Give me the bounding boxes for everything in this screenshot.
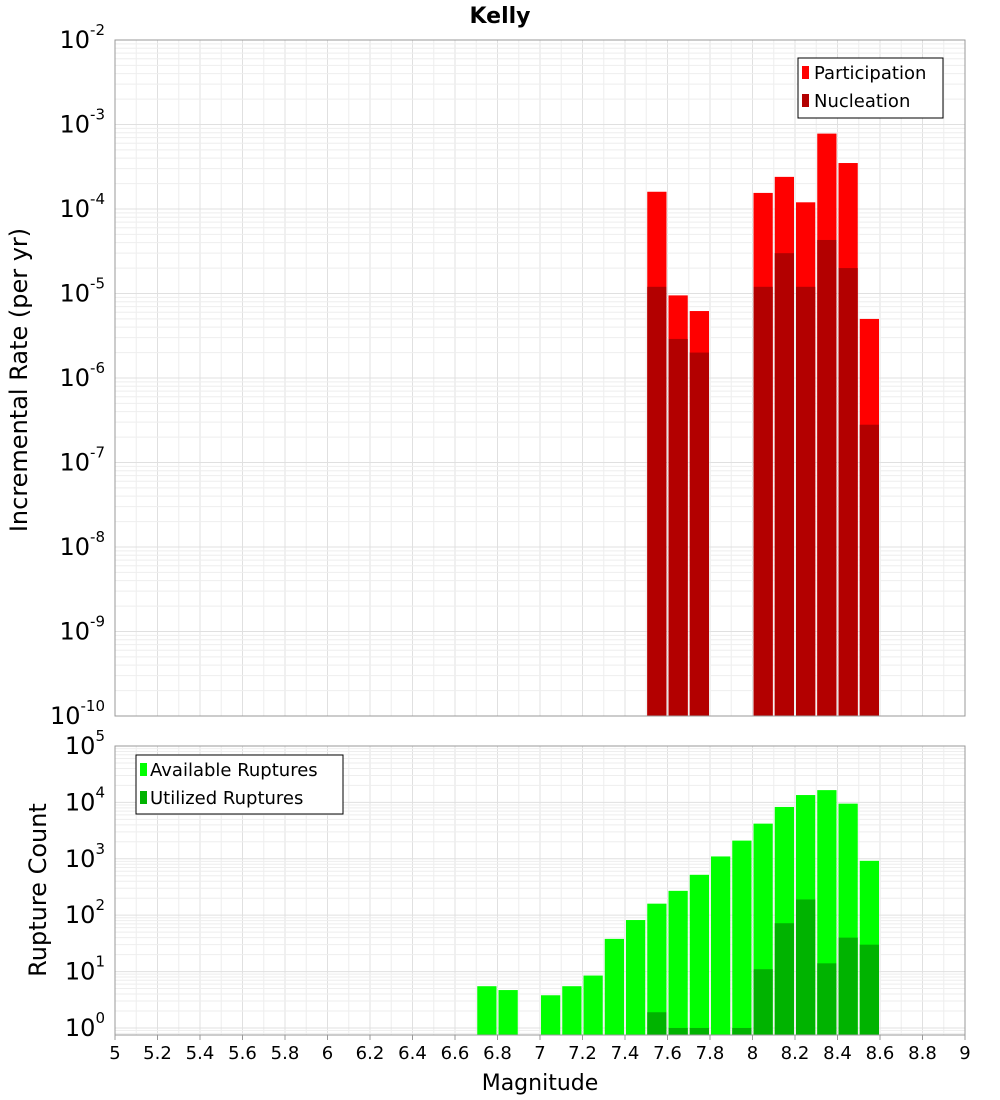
x-tick-label: 5.8 xyxy=(271,1043,300,1064)
count-bar-utilized-ruptures xyxy=(774,923,794,1035)
rate-plot-frame xyxy=(114,39,966,717)
count-bar-available-ruptures xyxy=(477,986,497,1035)
count-bar-utilized-ruptures xyxy=(668,1027,688,1035)
count-bars xyxy=(477,790,879,1035)
available-swatch xyxy=(140,763,147,776)
rate-y-tick-label: 10-5 xyxy=(59,275,105,308)
count-bar-available-ruptures xyxy=(732,840,752,1035)
rate-y-tick-label: 10-3 xyxy=(59,106,105,139)
x-tick-label: 8.8 xyxy=(908,1043,937,1064)
utilized-swatch xyxy=(140,791,147,804)
rate-panel: 10-2 10-3 10-4 10-5 10-6 10-7 10-8 10-9 10-10 In… xyxy=(5,21,966,730)
legend-utilized: Utilized Ruptures xyxy=(150,788,303,809)
x-tick-label: 7.2 xyxy=(568,1043,597,1064)
participation-swatch xyxy=(802,66,809,79)
count-legend: Available Ruptures Utilized Ruptures xyxy=(135,754,344,815)
count-y-tick-label: 101 xyxy=(65,953,105,986)
rate-y-tick-label: 10-4 xyxy=(59,190,105,223)
count-bar-utilized-ruptures xyxy=(796,899,816,1035)
x-tick-label: 6.2 xyxy=(356,1043,385,1064)
count-bar-available-ruptures xyxy=(668,890,688,1035)
rate-y-tick-label: 10-6 xyxy=(59,359,105,392)
rate-bar-nucleation xyxy=(689,352,709,716)
count-y-tick-label: 103 xyxy=(65,840,105,873)
x-tick-label: 8.6 xyxy=(866,1043,895,1064)
count-bar-available-ruptures xyxy=(562,986,582,1035)
x-axis-label: Magnitude xyxy=(482,1071,599,1096)
count-bar-available-ruptures xyxy=(711,856,731,1035)
rate-bar-nucleation xyxy=(838,268,858,716)
count-y-axis-label: Rupture Count xyxy=(24,803,52,977)
count-bar-available-ruptures xyxy=(626,920,646,1035)
rate-bar-nucleation xyxy=(668,338,688,716)
count-bar-utilized-ruptures xyxy=(838,937,858,1035)
count-bar-utilized-ruptures xyxy=(732,1027,752,1035)
rate-y-tick-label: 10-7 xyxy=(59,444,105,477)
count-bar-utilized-ruptures xyxy=(647,1012,667,1035)
x-tick-label: 5.6 xyxy=(228,1043,257,1064)
x-tick-label: 7.8 xyxy=(696,1043,725,1064)
rate-bar-nucleation xyxy=(774,253,794,716)
x-tick-label: 7 xyxy=(534,1043,545,1064)
rate-bar-nucleation xyxy=(647,286,667,716)
rate-y-tick-label: 10-8 xyxy=(59,528,105,561)
count-bar-available-ruptures xyxy=(583,975,603,1035)
rate-legend: Participation Nucleation xyxy=(797,57,944,119)
count-y-ticks: 105 104 103 102 101 100 xyxy=(65,727,105,1042)
x-tick-label: 8 xyxy=(747,1043,758,1064)
count-bar-available-ruptures xyxy=(647,903,667,1035)
rate-bar-nucleation xyxy=(817,239,837,716)
nucleation-swatch xyxy=(802,94,809,107)
count-panel: 105 104 103 102 101 100 5 5.2 5.4 5.6 5.8 6 6.2 6.4 6… xyxy=(24,727,971,1096)
rate-bar-nucleation xyxy=(796,286,816,716)
count-y-tick-label: 102 xyxy=(65,896,105,929)
x-tick-label: 6 xyxy=(322,1043,333,1064)
rate-y-ticks: 10-2 10-3 10-4 10-5 10-6 10-7 10-8 10-9 10-10 xyxy=(50,21,105,730)
x-tick-label: 5 xyxy=(109,1043,120,1064)
count-bar-utilized-ruptures xyxy=(859,944,879,1035)
count-bar-utilized-ruptures xyxy=(689,1027,709,1035)
rate-grid xyxy=(114,39,966,717)
count-legend-box xyxy=(135,754,344,815)
count-bar-available-ruptures xyxy=(689,874,709,1035)
x-tick-label: 7.4 xyxy=(611,1043,640,1064)
legend-available: Available Ruptures xyxy=(150,760,318,781)
count-y-tick-label: 104 xyxy=(65,783,105,816)
legend-nucleation: Nucleation xyxy=(814,91,910,112)
x-tick-label: 8.2 xyxy=(781,1043,810,1064)
x-ticks: 5 5.2 5.4 5.6 5.8 6 6.2 6.4 6.6 6.8 7 7.2 7.4 7.6 7.8 8… xyxy=(109,1035,971,1064)
count-bar-utilized-ruptures xyxy=(817,963,837,1035)
x-tick-label: 5.2 xyxy=(143,1043,172,1064)
rate-y-axis-label: Incremental Rate (per yr) xyxy=(5,228,33,532)
chart-title: Kelly xyxy=(469,4,530,29)
rate-y-tick-label: 10-9 xyxy=(59,613,105,646)
rate-bar-nucleation xyxy=(859,424,879,716)
count-y-tick-label: 105 xyxy=(65,727,105,760)
rate-bar-nucleation xyxy=(753,286,773,716)
x-tick-label: 8.4 xyxy=(823,1043,852,1064)
x-tick-label: 6.6 xyxy=(441,1043,470,1064)
rate-bars xyxy=(647,133,879,717)
count-bar-utilized-ruptures xyxy=(753,969,773,1035)
rate-y-tick-label: 10-10 xyxy=(50,697,105,730)
count-y-tick-label: 100 xyxy=(65,1009,105,1042)
x-tick-label: 9 xyxy=(959,1043,970,1064)
count-bar-available-ruptures xyxy=(498,990,518,1035)
x-tick-label: 6.8 xyxy=(483,1043,512,1064)
count-bar-available-ruptures xyxy=(541,995,561,1035)
x-tick-label: 6.4 xyxy=(398,1043,427,1064)
rate-y-tick-label: 10-2 xyxy=(59,21,105,54)
x-tick-label: 7.6 xyxy=(653,1043,682,1064)
rate-legend-box xyxy=(797,57,944,119)
count-bar-available-ruptures xyxy=(604,938,624,1035)
legend-participation: Participation xyxy=(814,63,926,84)
x-tick-label: 5.4 xyxy=(186,1043,215,1064)
